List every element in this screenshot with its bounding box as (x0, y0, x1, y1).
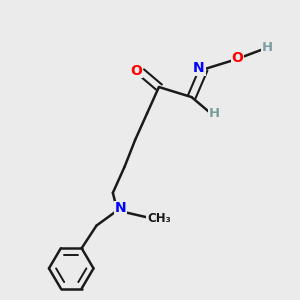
Text: N: N (193, 61, 205, 75)
Text: N: N (115, 201, 126, 215)
Text: CH₃: CH₃ (147, 212, 171, 224)
Text: O: O (131, 64, 142, 78)
Text: H: H (262, 41, 273, 55)
Text: O: O (232, 51, 244, 65)
Text: H: H (208, 107, 220, 120)
